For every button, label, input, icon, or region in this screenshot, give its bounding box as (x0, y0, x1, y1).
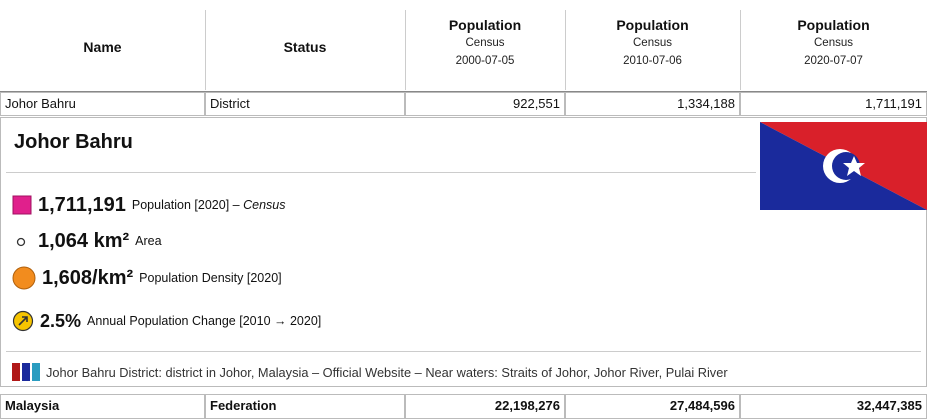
stat-value: 1,608/km² (42, 266, 134, 289)
stat-label: Population [2020] – (131, 198, 240, 212)
header-sub: Census (465, 37, 505, 49)
stat-value: 1,064 km² (38, 229, 130, 252)
flag (760, 122, 927, 210)
column-header[interactable]: Population Census 2000-07-05 (405, 16, 565, 70)
column-header[interactable]: Population Census 2020-07-07 (740, 16, 927, 70)
table-cell: 922,551 (405, 92, 565, 116)
stat-area: 1,064 km² Area (12, 229, 162, 253)
divider (205, 10, 206, 90)
table-row[interactable]: Johor Bahru District 922,551 1,334,188 1,711… (0, 92, 927, 116)
icon (12, 195, 32, 215)
stat-source: Census (243, 198, 286, 212)
divider (405, 10, 406, 90)
table-cell: Federation (205, 394, 405, 419)
stat-label: Population Density [2020] (139, 271, 282, 285)
icon (12, 310, 34, 332)
header-sub: Census (814, 37, 853, 49)
table-cell: 27,484,596 (565, 394, 740, 419)
table-cell: 22,198,276 (405, 394, 565, 419)
header-rule (0, 91, 927, 92)
stat-value: 2.5% (40, 310, 82, 331)
separator (6, 351, 921, 352)
table-cell: 1,711,191 (740, 92, 927, 116)
table-row[interactable]: Malaysia Federation 22,198,276 27,484,596 32… (0, 394, 927, 419)
header-title: Population (448, 17, 522, 33)
stat-label: Area (135, 234, 162, 248)
details-title: Johor Bahru (14, 131, 133, 153)
header-title: Population (797, 17, 870, 33)
table-cell: District (205, 92, 405, 116)
separator (6, 172, 756, 173)
column-header[interactable]: Status (283, 39, 327, 55)
header-sub: Census (633, 37, 672, 49)
stat-value: 1,711,191 (38, 193, 126, 216)
header-date: 2000-07-05 (455, 55, 515, 67)
description: Johor Bahru District: district in Johor,… (12, 361, 728, 383)
table-cell: Johor Bahru (0, 92, 205, 116)
description-text: Johor Bahru District: district in Johor,… (46, 364, 728, 380)
icon (12, 363, 40, 381)
stat-change: 2.5% Annual Population Change [2010 → 20… (12, 309, 321, 333)
stat-density: 1,608/km² Population Density [2020] (12, 265, 282, 291)
table-cell: 1,334,188 (565, 92, 740, 116)
icon (16, 237, 26, 247)
column-header[interactable]: Name (83, 39, 122, 55)
table-cell: 32,447,385 (740, 394, 927, 419)
header-date: 2020-07-07 (804, 55, 863, 67)
icon (12, 266, 36, 290)
divider (565, 10, 566, 90)
divider (740, 10, 741, 90)
column-header[interactable]: Population Census 2010-07-06 (565, 16, 740, 70)
table-cell: Malaysia (0, 394, 205, 419)
header-date: 2010-07-06 (623, 55, 682, 67)
stat-label: Annual Population Change [2010 → 2020] (87, 314, 322, 328)
header-title: Population (616, 17, 689, 33)
stat-population: 1,711,191 Population [2020] – Census (12, 193, 285, 217)
